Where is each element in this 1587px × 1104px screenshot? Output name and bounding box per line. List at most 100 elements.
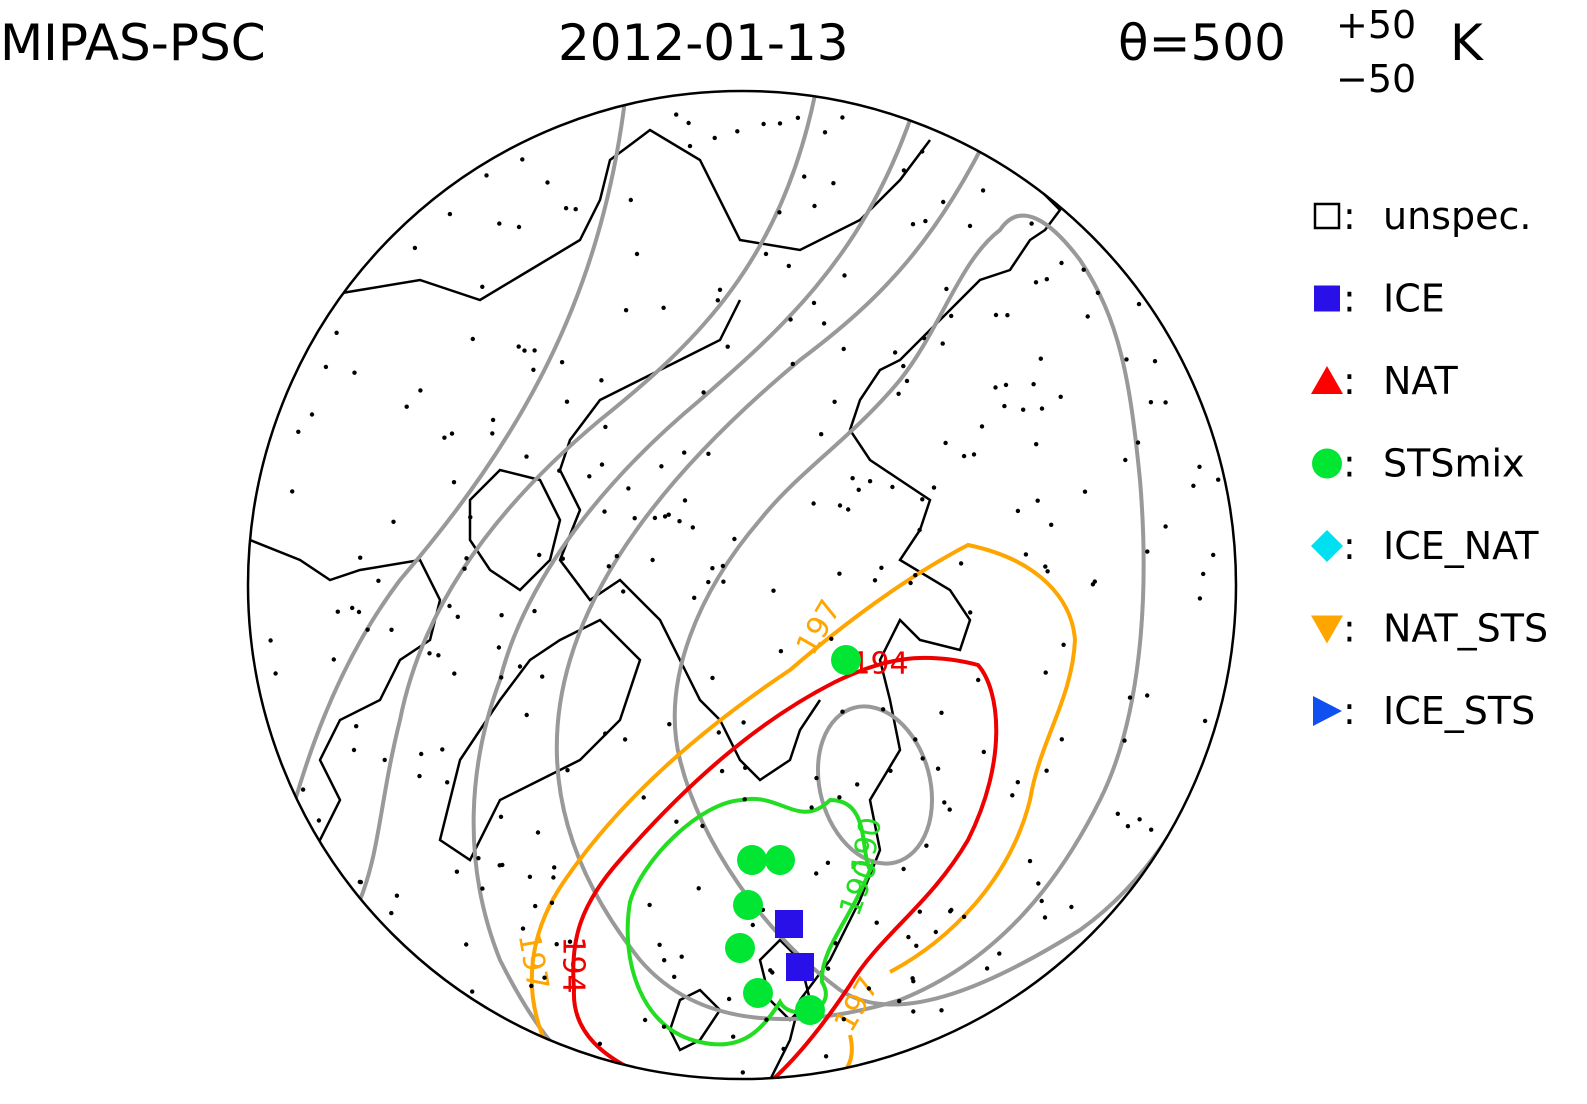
measurement-dot [674,112,679,117]
measurement-dot [719,768,725,774]
measurement-dot [365,627,370,632]
measurement-dot [879,565,884,570]
measurement-dot [350,605,355,611]
measurement-dot [516,224,522,230]
measurement-dot [940,341,945,346]
measurement-dot [788,317,793,322]
measurement-dot [1059,260,1064,266]
measurement-dot [920,149,925,154]
measurement-dot [357,879,362,885]
measurement-dot [790,361,795,367]
measurement-dot [840,709,845,714]
measurement-dot [1163,524,1168,529]
legend-label: NAT_STS [1383,607,1548,651]
measurement-dot [451,480,457,485]
legend-label: ICE [1383,277,1445,321]
measurement-dot [841,1017,846,1022]
measurement-dot [418,388,423,393]
measurement-dot [496,645,502,650]
measurement-dot [352,370,357,375]
measurement-dot [761,121,766,127]
stsmix-marker [737,845,767,875]
measurement-dot [821,321,827,326]
measurement-dot [532,348,537,353]
measurement-dot [904,378,910,384]
measurement-dot [1115,811,1121,816]
legend-label: STSmix [1383,442,1525,486]
measurement-dot [662,514,668,519]
measurement-dot [351,747,357,753]
measurement-dot [1123,457,1128,463]
measurement-dot [906,934,911,940]
theta-lower: −50 [1336,57,1416,101]
measurement-dot [1197,596,1203,601]
measurement-dot [557,468,562,473]
measurement-dot [650,557,655,563]
instrument-title: MIPAS-PSC [0,14,266,72]
date-title: 2012-01-13 [558,14,849,72]
measurement-dot [911,1009,916,1014]
measurement-dot [632,516,637,521]
measurement-dot [1135,440,1141,445]
measurement-dot [666,512,671,517]
measurement-dot [811,501,816,506]
measurement-dot [449,431,455,436]
measurement-dot [911,979,916,984]
measurement-dot [831,181,836,186]
measurement-dot [1036,881,1041,886]
measurement-dot [1095,290,1101,295]
measurement-dot [417,773,422,779]
measurement-dot [939,1008,944,1013]
gray-contour [815,704,935,866]
measurement-dot [1082,489,1088,494]
legend-marker [1311,615,1343,644]
measurement-dot [273,671,278,676]
legend-separator: : [1343,442,1356,486]
measurement-dot [840,115,845,120]
measurement-dot [866,986,872,991]
measurement-dot [454,869,460,874]
coastline [249,538,442,882]
measurement-dot [1061,642,1066,647]
measurement-dot [829,636,834,641]
gray-contours [268,94,1232,1079]
measurement-dot [524,454,529,459]
measurement-dot [1137,817,1142,822]
measurement-dot [647,902,652,908]
measurement-dot [692,595,697,600]
measurement-dot [1044,768,1049,773]
measurement-dot [802,174,807,179]
measurement-dot [967,223,973,229]
measurement-dot [554,942,559,947]
measurement-dot [842,273,847,278]
measurement-dot [976,677,981,683]
measurement-dot [545,180,550,185]
measurement-dot [867,479,873,484]
measurement-dot [323,364,329,370]
measurement-dot [452,671,457,676]
measurement-dot [920,497,925,502]
measurement-dot [1039,406,1045,411]
measurement-dot [901,168,907,173]
measurement-dot [542,975,547,980]
measurement-dot [1136,301,1142,307]
measurement-dot [358,555,363,560]
measurement-dot [331,657,336,662]
measurement-dot [1216,477,1221,482]
measurement-dot [535,830,541,835]
measurement-dot [1033,280,1039,285]
measurement-dot [447,603,452,609]
measurement-dot [1002,403,1007,409]
measurement-dot [984,966,990,971]
measurement-dot [811,300,817,306]
theta-title: θ=500 [1118,14,1286,72]
measurement-dot [961,914,967,919]
measurement-dot [419,751,424,757]
measurement-dot [701,390,706,395]
measurement-dot [825,860,831,865]
measurement-dot [949,907,954,913]
legend-label: ICE_STS [1383,689,1535,733]
measurement-dot [913,573,918,578]
measurement-dot [771,588,776,593]
